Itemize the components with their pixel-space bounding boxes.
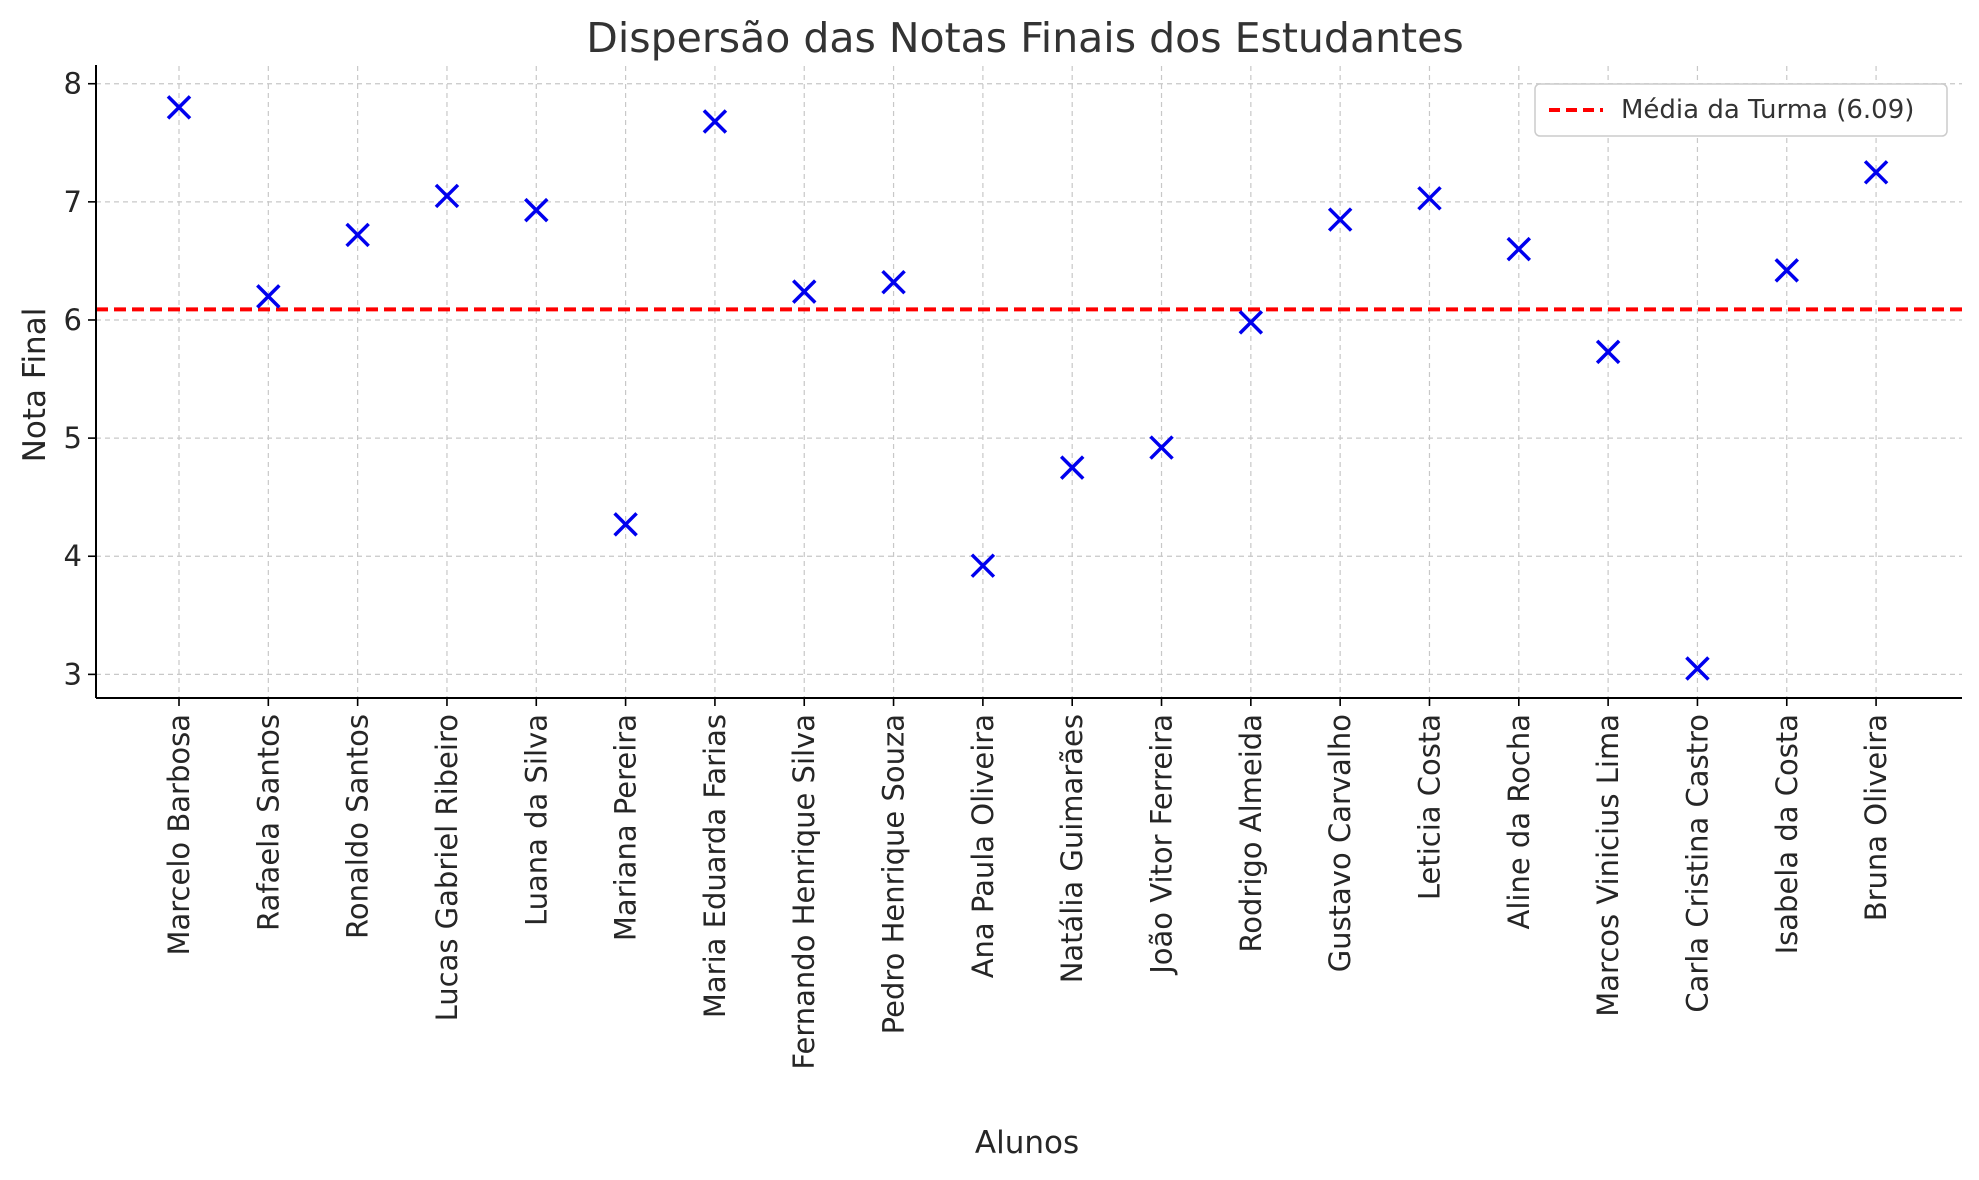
x-marker-stroke <box>345 222 370 248</box>
x-tick-label-mariana-pereira: Mariana Pereira <box>609 714 643 941</box>
x-tick-label-gustavo-carvalho: Gustavo Carvalho <box>1323 714 1357 972</box>
legend: Média da Turma (6.09) <box>1534 83 1948 137</box>
x-marker-stroke <box>1059 455 1085 480</box>
x-tick-label-maria-eduarda-farias: Maria Eduarda Farias <box>698 714 732 1018</box>
x-marker-stroke <box>434 183 460 209</box>
x-tick-label-lucas-gabriel-ribeiro: Lucas Gabriel Ribeiro <box>430 714 464 1021</box>
x-tick-label-pedro-henrique-souza: Pedro Henrique Souza <box>877 714 911 1034</box>
x-marker-stroke <box>166 95 192 120</box>
x-marker-stroke <box>524 197 549 223</box>
data-point-marcos-vinicius-lima <box>1595 339 1621 365</box>
data-point-pedro-henrique-souza <box>881 269 906 295</box>
x-marker-stroke <box>1327 207 1353 232</box>
y-tick-label: 8 <box>64 67 82 101</box>
x-marker-stroke <box>256 284 281 309</box>
x-marker-stroke <box>1774 258 1799 283</box>
data-point-carla-cristina-castro <box>1685 656 1710 681</box>
data-point-rafaela-santos <box>256 284 281 309</box>
data-point-joao-vitor-ferreira <box>1149 435 1174 460</box>
data-point-lucas-gabriel-ribeiro <box>434 183 460 209</box>
x-marker-stroke <box>702 109 728 134</box>
x-tick-label-aline-da-rocha: Aline da Rocha <box>1502 714 1536 929</box>
x-marker-stroke <box>1149 435 1174 460</box>
legend-box <box>1534 83 1948 137</box>
data-point-marcelo-barbosa <box>166 95 192 120</box>
x-marker-stroke <box>792 279 817 304</box>
data-point-bruna-oliveira <box>1863 160 1889 185</box>
x-marker-stroke <box>1238 310 1264 335</box>
data-point-ronaldo-santos <box>345 222 370 248</box>
x-marker-stroke <box>1506 236 1532 262</box>
y-tick-label: 5 <box>64 421 82 455</box>
x-tick-label-luana-da-silva: Luana da Silva <box>519 714 553 926</box>
x-tick-label-fernando-henrique-silva: Fernando Henrique Silva <box>787 714 821 1070</box>
x-tick-label-marcelo-barbosa: Marcelo Barbosa <box>162 714 196 956</box>
x-tick-label-bruna-oliveira: Bruna Oliveira <box>1859 714 1893 921</box>
y-tick-label: 4 <box>64 539 82 573</box>
x-tick-label-natalia-guimaraes: Natália Guimarães <box>1055 714 1089 983</box>
y-tick-label: 3 <box>64 657 82 691</box>
legend-label: Média da Turma (6.09) <box>1621 95 1914 125</box>
x-marker-stroke <box>970 553 996 578</box>
x-tick-label-isabela-da-costa: Isabela da Costa <box>1770 714 1804 954</box>
x-axis-label: Alunos <box>975 1125 1079 1161</box>
y-tick-label: 6 <box>64 303 82 337</box>
data-point-aline-da-rocha <box>1506 236 1532 262</box>
x-tick-label-rodrigo-almeida: Rodrigo Almeida <box>1234 714 1268 953</box>
x-tick-label-ronaldo-santos: Ronaldo Santos <box>341 714 375 939</box>
data-points <box>166 95 1889 681</box>
chart-title: Dispersão das Notas Finais dos Estudante… <box>586 14 1463 62</box>
data-point-rodrigo-almeida <box>1238 310 1264 335</box>
x-marker-stroke <box>1595 339 1621 365</box>
x-tick-label-marcos-vinicius-lima: Marcos Vinicius Lima <box>1591 714 1625 1017</box>
data-point-leticia-costa <box>1417 186 1442 211</box>
x-tick-label-ana-paula-oliveira: Ana Paula Oliveira <box>966 714 1000 978</box>
y-axis-label: Nota Final <box>17 308 53 463</box>
x-tick-label-leticia-costa: Leticia Costa <box>1412 714 1446 900</box>
x-tick-label-carla-cristina-castro: Carla Cristina Castro <box>1680 714 1714 1013</box>
data-point-isabela-da-costa <box>1774 258 1799 283</box>
data-point-ana-paula-oliveira <box>970 553 996 578</box>
x-marker-stroke <box>881 269 906 295</box>
x-tick-labels: Marcelo Barbosa Rafaela Santos Ronaldo San… <box>162 714 1893 1070</box>
data-point-gustavo-carvalho <box>1327 207 1353 232</box>
data-point-fernando-henrique-silva <box>792 279 817 304</box>
data-point-luana-da-silva <box>524 197 549 223</box>
x-marker-stroke <box>1685 656 1710 681</box>
grid <box>96 66 1962 698</box>
data-point-mariana-pereira <box>613 512 638 537</box>
x-tick-label-rafaela-santos: Rafaela Santos <box>251 714 285 931</box>
y-tick-labels: 3 4 5 6 7 8 <box>64 67 82 692</box>
x-marker-stroke <box>613 512 638 537</box>
x-marker-stroke <box>1863 160 1889 185</box>
data-point-maria-eduarda-farias <box>702 109 728 134</box>
x-tick-label-joao-vitor-ferreira: João Vitor Ferreira <box>1145 714 1179 976</box>
x-marker-stroke <box>1417 186 1442 211</box>
y-tick-label: 7 <box>64 185 82 219</box>
axes <box>88 65 1962 706</box>
data-point-natalia-guimaraes <box>1059 455 1085 480</box>
